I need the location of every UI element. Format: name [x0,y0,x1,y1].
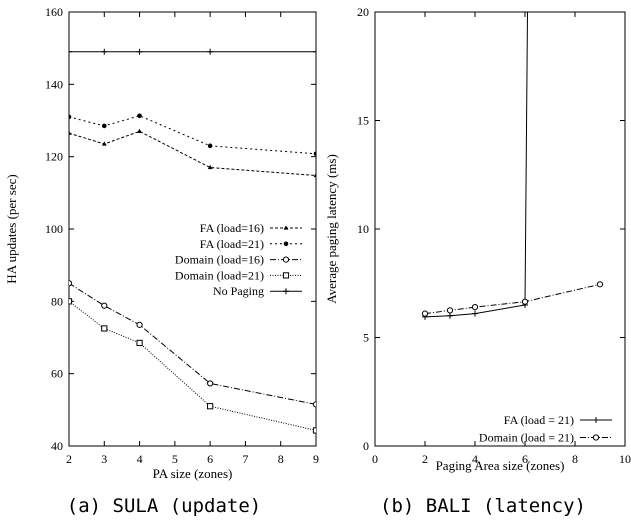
legend-marker [282,256,290,263]
data-point [313,172,316,178]
data-point [101,141,107,146]
series-line [424,12,528,318]
x-tick-label: 8 [278,452,284,466]
y-tick-label: 15 [357,114,369,128]
legend-marker [593,417,599,423]
series-line [69,300,316,431]
legend-label: Domain (load=16) [175,253,264,267]
data-point [136,321,143,328]
chart-1: 0 2 4 6 8 10 0 5 10 15 20 Paging Area size (zones) A… [324,5,631,517]
data-point [207,143,213,149]
data-point [312,427,316,434]
series-line [69,115,316,155]
x-axis-label: Paging Area size (zones) [436,458,565,473]
data-point [207,48,214,55]
chart-0: 2 3 4 5 6 7 8 9 40 60 80 100 120 140 160 PA size (zones… [4,5,319,517]
x-tick-label: 5 [172,452,178,466]
data-point [207,403,214,410]
legend-label: Domain (load=21) [175,268,264,282]
x-tick-label: 4 [472,452,478,466]
y-tick-label: 80 [51,294,63,308]
legend-label: FA (load=21) [200,237,264,251]
x-tick-label: 8 [572,452,578,466]
y-tick-label: 60 [51,367,63,381]
plot-frame [68,11,317,447]
data-point [101,48,108,55]
x-tick-label: 7 [242,452,248,466]
y-tick-label: 160 [45,5,63,19]
plot-frame [374,11,626,447]
legend: FA (load=16) FA (load=21) Domain (load=16)… [175,221,302,298]
legend-label: FA (load=16) [200,221,264,235]
data-point [101,302,108,309]
data-point [101,123,107,129]
x-tick-label: 0 [372,452,378,466]
x-tick-label: 4 [137,452,143,466]
data-point [69,280,73,287]
series-4 [69,48,316,55]
legend-marker [282,272,290,279]
data-point [69,298,73,305]
legend-label: No Paging [213,284,264,298]
data-point [596,281,604,288]
figure-caption: (b) BALI (latency) [380,495,586,517]
figure-caption: (a) SULA (update) [67,495,261,517]
y-tick-label: 40 [51,439,63,453]
legend-label: Domain (load = 21) [479,431,574,445]
series-1 [69,113,316,157]
x-axis-label: PA size (zones) [153,466,233,481]
y-axis-label: Average paging latency (ms) [324,154,339,304]
data-point [472,310,478,317]
x-tick-label: 9 [313,452,319,466]
data-point [521,298,529,305]
data-point [471,304,479,311]
legend-marker [283,288,289,295]
series-0 [69,128,316,178]
data-point [101,325,108,332]
series-2 [69,280,316,408]
data-point [137,128,142,133]
data-point [421,310,429,317]
y-tick-label: 0 [363,439,369,453]
series-3 [69,298,316,434]
x-tick-label: 10 [619,452,631,466]
data-point [136,48,143,55]
x-tick-label: 2 [66,452,72,466]
y-tick-label: 10 [357,222,369,236]
x-tick-label: 6 [207,452,213,466]
legend-label: FA (load = 21) [504,413,574,427]
series-line [424,283,601,315]
y-tick-label: 100 [45,222,63,236]
data-point [313,48,316,55]
series-line [69,282,316,405]
data-point [136,339,143,347]
series-0 [422,12,528,320]
data-point [69,130,72,135]
y-axis-label: HA updates (per sec) [4,174,19,283]
data-point [313,151,316,157]
series-1 [421,281,604,317]
x-tick-label: 6 [522,452,528,466]
x-tick-label: 3 [101,452,107,466]
data-point [69,114,72,120]
data-point [312,401,316,408]
x-tick-label: 2 [422,452,428,466]
y-tick-label: 20 [357,5,369,19]
legend-marker [283,225,289,230]
y-tick-label: 120 [45,150,63,164]
legend-marker [592,434,600,441]
legend-marker [283,241,289,247]
data-point [69,48,72,55]
data-point [207,380,214,387]
data-point [446,307,454,314]
data-point [137,113,142,119]
data-point [447,312,453,319]
legend: FA (load = 21) Domain (load = 21) [479,413,612,445]
y-tick-label: 140 [45,77,63,91]
data-point [207,164,213,170]
y-tick-label: 5 [363,331,369,345]
